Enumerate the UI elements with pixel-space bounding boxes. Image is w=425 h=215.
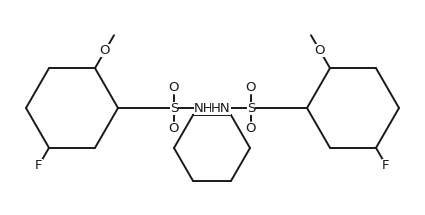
Text: NH: NH bbox=[194, 101, 214, 115]
Text: O: O bbox=[100, 44, 110, 57]
Text: S: S bbox=[247, 101, 255, 115]
Text: O: O bbox=[169, 81, 179, 94]
Text: F: F bbox=[35, 159, 43, 172]
Text: O: O bbox=[315, 44, 325, 57]
Text: O: O bbox=[246, 81, 256, 94]
Text: S: S bbox=[170, 101, 178, 115]
Text: HN: HN bbox=[211, 101, 231, 115]
Text: O: O bbox=[246, 122, 256, 135]
Text: O: O bbox=[169, 122, 179, 135]
Text: F: F bbox=[382, 159, 390, 172]
